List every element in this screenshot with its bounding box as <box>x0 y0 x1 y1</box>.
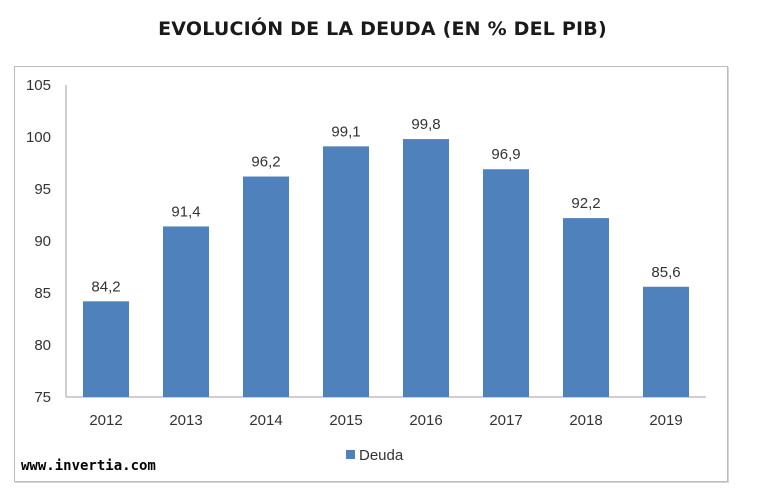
bar-2019 <box>643 286 689 397</box>
y-tick-label: 90 <box>34 233 51 250</box>
bar-2016 <box>403 139 449 397</box>
bar-2014 <box>243 176 289 397</box>
x-tick-label: 2019 <box>649 412 682 429</box>
watermark: www.invertia.com <box>21 458 156 474</box>
legend-label-deuda: Deuda <box>359 447 404 464</box>
data-label-2012: 84,2 <box>91 278 120 295</box>
x-tick-label: 2016 <box>409 412 442 429</box>
data-label-2013: 91,4 <box>171 203 200 220</box>
y-tick-label: 75 <box>34 389 51 406</box>
chart-title: EVOLUCIÓN DE LA DEUDA (EN % DEL PIB) <box>158 18 607 40</box>
y-axis-ticks: 75 80 85 90 95 100 105 <box>26 77 51 406</box>
x-tick-label: 2014 <box>249 412 282 429</box>
bar-2018 <box>563 218 609 397</box>
y-tick-label: 100 <box>26 129 51 146</box>
x-tick-label: 2018 <box>569 412 602 429</box>
data-label-2016: 99,8 <box>411 116 440 133</box>
x-tick-label: 2012 <box>89 412 122 429</box>
x-tick-label: 2015 <box>329 412 362 429</box>
x-tick-label: 2013 <box>169 412 202 429</box>
x-axis-ticks: 2012 2013 2014 2015 2016 2017 2018 2019 <box>89 412 682 429</box>
data-label-2015: 99,1 <box>331 123 360 140</box>
legend: Deuda <box>346 447 404 464</box>
bar-2015 <box>323 146 369 397</box>
data-labels: 84,2 91,4 96,2 99,1 99,8 96,9 92,2 85,6 <box>91 116 680 295</box>
y-tick-label: 105 <box>26 77 51 94</box>
y-tick-label: 95 <box>34 181 51 198</box>
data-label-2014: 96,2 <box>251 154 280 171</box>
bars <box>83 139 689 397</box>
y-tick-label: 85 <box>34 285 51 302</box>
bar-2013 <box>163 226 209 397</box>
data-label-2017: 96,9 <box>491 146 520 163</box>
legend-swatch-deuda <box>346 450 355 459</box>
bar-2012 <box>83 301 129 397</box>
bar-2017 <box>483 169 529 397</box>
data-label-2018: 92,2 <box>571 195 600 212</box>
data-label-2019: 85,6 <box>651 264 680 281</box>
y-tick-label: 80 <box>34 337 51 354</box>
x-tick-label: 2017 <box>489 412 522 429</box>
